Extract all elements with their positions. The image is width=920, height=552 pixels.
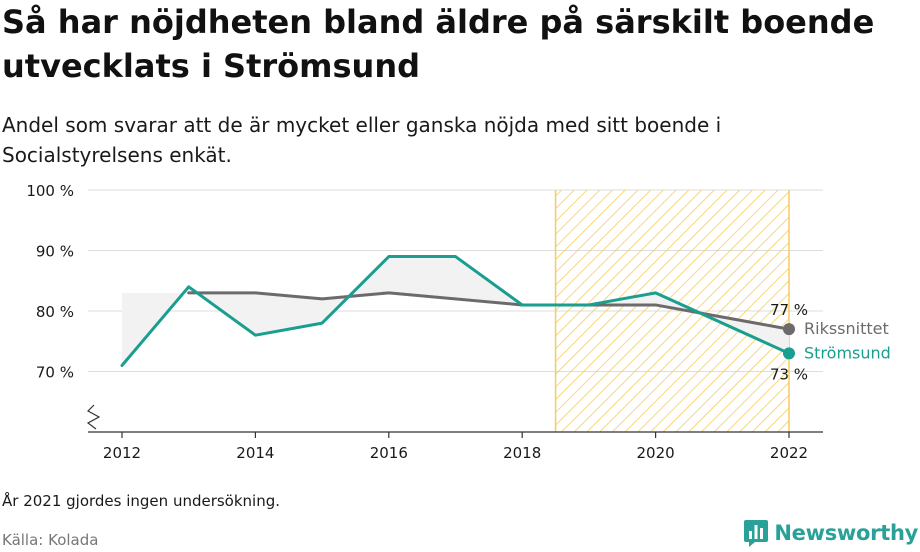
chart-title: Så har nöjdheten bland äldre på särskilt… <box>2 3 875 85</box>
y-axis-break-icon <box>86 404 101 430</box>
difference-fill-area <box>122 256 789 366</box>
end-value-label-riket: 77 % <box>770 301 808 319</box>
footnote: År 2021 gjordes ingen undersökning. <box>2 492 281 510</box>
brand-name: Newsworthy <box>774 521 918 545</box>
x-tick-label: 2022 <box>770 444 808 462</box>
x-tick-label: 2020 <box>637 444 675 462</box>
x-tick-label: 2012 <box>103 444 141 462</box>
series-line-riket <box>187 291 791 331</box>
x-tick-label: 2014 <box>236 444 274 462</box>
bar-chart-speech-bubble-icon <box>744 520 769 547</box>
y-tick-label: 70 % <box>36 364 74 382</box>
line-chart: 70 % 80 % 90 % 100 % 2012 2014 2016 2018 2020 20… <box>26 182 891 462</box>
end-point-stromsund <box>783 347 795 360</box>
series-name-riket: Rikssnittet <box>804 319 889 338</box>
chart-subtitle: Andel som svarar att de är mycket eller … <box>2 113 722 167</box>
highlight-hatch-area <box>555 190 789 432</box>
source-label: Källa: Kolada <box>2 531 99 549</box>
x-tick-label: 2016 <box>370 444 408 462</box>
newsworthy-logo[interactable]: Newsworthy <box>743 518 918 548</box>
series-line-stromsund <box>120 255 791 367</box>
end-point-riket <box>783 323 795 336</box>
y-tick-label: 90 % <box>36 243 74 261</box>
y-tick-label: 100 % <box>26 182 74 200</box>
end-value-label-stromsund: 73 % <box>770 365 808 383</box>
y-tick-label: 80 % <box>36 303 74 321</box>
x-tick-label: 2018 <box>503 444 541 462</box>
series-name-stromsund: Strömsund <box>804 343 891 362</box>
